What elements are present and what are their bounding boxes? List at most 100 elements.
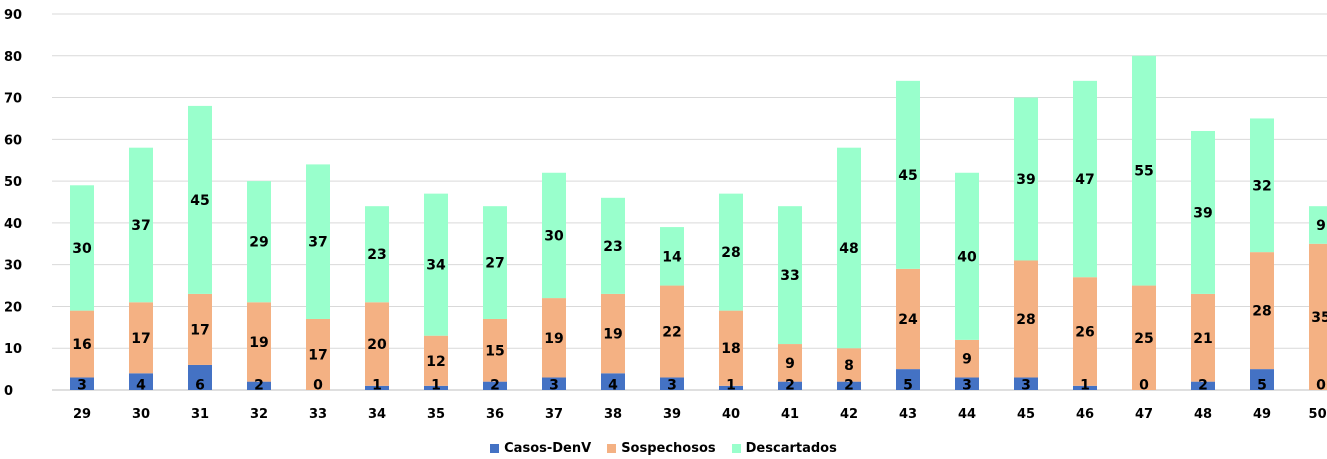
data-label: 20	[367, 337, 387, 353]
data-label: 28	[1016, 312, 1035, 328]
y-tick-label: 90	[4, 8, 22, 23]
data-label: 9	[1316, 218, 1326, 234]
bar-segment-descartados	[837, 147, 861, 349]
data-label: 32	[1252, 178, 1271, 194]
bar-segment-descartados	[1073, 80, 1097, 278]
x-tick-label: 49	[1253, 407, 1271, 422]
data-label: 3	[77, 378, 87, 394]
x-axis-ticks: 29 30 31 32 33 34 35 36 37 38 39 40 41 42 43 44 45 46 47 48…	[73, 407, 1327, 422]
data-label: 23	[603, 239, 622, 255]
bar-segment-sospechosos	[955, 339, 979, 378]
bar-segment-casos-denv	[837, 381, 861, 390]
bar-segment-descartados	[365, 206, 389, 303]
data-label: 1	[372, 378, 382, 394]
data-label: 37	[131, 218, 150, 234]
bar-segment-sospechosos	[1309, 243, 1327, 390]
data-label: 33	[780, 268, 799, 284]
bar-segment-sospechosos	[483, 318, 507, 382]
x-tick-label: 46	[1076, 407, 1094, 422]
x-tick-label: 29	[73, 407, 91, 422]
data-label: 3	[667, 378, 677, 394]
x-tick-label: 33	[309, 407, 327, 422]
data-label: 15	[485, 343, 504, 359]
data-label: 8	[844, 358, 854, 374]
bar-segment-casos-denv	[1073, 385, 1097, 390]
bar-segment-descartados	[601, 197, 625, 294]
bar-segment-sospechosos	[188, 293, 212, 365]
legend-swatch-casos	[490, 443, 500, 453]
data-label: 28	[721, 245, 740, 261]
data-label: 45	[190, 193, 209, 209]
data-label: 29	[249, 235, 268, 251]
bar-segment-sospechosos	[306, 318, 330, 390]
x-tick-label: 37	[545, 407, 563, 422]
bar-segment-casos-denv	[778, 381, 802, 390]
data-label: 40	[957, 249, 977, 265]
bar-segment-sospechosos	[1250, 252, 1274, 370]
y-axis-ticks: 0 10 20 30 40 50 60 70 80 90	[4, 8, 22, 399]
y-tick-label: 50	[4, 175, 22, 190]
bar-segment-sospechosos	[660, 285, 684, 378]
bar-segment-sospechosos	[365, 302, 389, 386]
bar-segment-casos-denv	[1250, 369, 1274, 390]
data-label: 28	[1252, 304, 1271, 320]
bar-segment-descartados	[306, 164, 330, 319]
data-label: 18	[721, 341, 740, 357]
bar-segment-descartados	[1250, 118, 1274, 253]
data-label: 0	[313, 378, 323, 394]
data-label: 30	[72, 241, 92, 257]
data-label: 6	[195, 378, 205, 394]
data-label: 48	[839, 241, 858, 257]
bar-segment-descartados	[896, 80, 920, 269]
bar-segment-casos-denv	[1014, 377, 1038, 390]
data-label: 35	[1311, 310, 1327, 326]
x-tick-label: 31	[191, 407, 209, 422]
x-tick-label: 44	[958, 407, 976, 422]
bar-segment-casos-denv	[483, 381, 507, 390]
data-label: 1	[1080, 378, 1090, 394]
data-label: 2	[1198, 378, 1208, 394]
bar-segment-sospechosos	[70, 310, 94, 378]
bar-segment-descartados	[778, 206, 802, 345]
bar-segment-casos-denv	[247, 381, 271, 390]
bar-segment-descartados	[1014, 97, 1038, 261]
legend-label-descartados: Descartados	[745, 440, 837, 456]
x-tick-label: 43	[899, 407, 917, 422]
bar-segment-descartados	[247, 181, 271, 303]
data-label: 55	[1134, 164, 1153, 180]
data-label: 19	[249, 335, 268, 351]
bar-segment-sospechosos	[778, 344, 802, 382]
bar-segment-sospechosos	[1191, 293, 1215, 382]
legend-item-sospechosos: Sospechosos	[607, 441, 716, 456]
y-tick-label: 70	[4, 92, 22, 107]
data-label: 24	[898, 312, 918, 328]
legend-swatch-descartados	[731, 443, 741, 453]
bar-segment-sospechosos	[719, 310, 743, 386]
data-label: 14	[662, 249, 682, 265]
x-tick-label: 41	[781, 407, 799, 422]
data-label: 19	[603, 327, 622, 343]
y-tick-label: 80	[4, 50, 22, 65]
data-labels: 3163041737617452192901737120231123421527…	[72, 164, 1327, 394]
bar-segment-casos-denv	[601, 373, 625, 390]
bar-segment-descartados	[660, 227, 684, 286]
bar-segment-sospechosos	[1073, 277, 1097, 386]
bar-segment-casos-denv	[129, 373, 153, 390]
data-label: 26	[1075, 325, 1094, 341]
data-label: 17	[190, 322, 209, 338]
bar-segment-descartados	[188, 105, 212, 294]
data-label: 47	[1075, 172, 1094, 188]
x-tick-label: 38	[604, 407, 622, 422]
bar-segment-sospechosos	[129, 302, 153, 374]
bar-segment-descartados	[1132, 55, 1156, 286]
bar-segment-sospechosos	[542, 298, 566, 378]
x-tick-label: 40	[722, 407, 740, 422]
x-tick-label: 50*	[1309, 407, 1327, 422]
bar-segment-descartados	[424, 193, 448, 336]
y-tick-label: 10	[4, 342, 22, 357]
bar-segment-descartados	[542, 172, 566, 299]
bar-segment-sospechosos	[1014, 260, 1038, 378]
data-label: 27	[485, 256, 504, 272]
bar-segment-sospechosos	[837, 348, 861, 382]
